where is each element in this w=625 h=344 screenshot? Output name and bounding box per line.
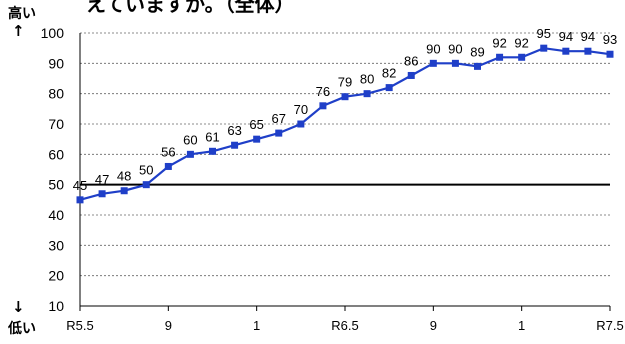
data-point [407,71,415,79]
chart-title-fragment: えていますか。（全体） [86,0,295,16]
up-arrow-icon: ↑ [12,22,25,40]
data-point [385,84,393,92]
y-tick-label: 20 [48,268,64,284]
data-point [98,190,106,198]
y-tick-label: 70 [48,116,64,132]
data-point [253,135,261,143]
x-tick-label: R5.5 [66,318,93,333]
data-point [76,196,84,204]
data-label: 80 [360,72,374,87]
data-label: 94 [581,29,595,44]
data-label: 60 [183,132,197,147]
data-point [584,47,592,55]
y-tick-label: 50 [48,177,64,193]
data-label: 79 [338,75,352,90]
data-point [186,150,194,158]
data-point [363,90,371,98]
data-point [429,59,437,67]
data-point [231,141,239,149]
x-tick-label: R7.5 [596,318,623,333]
data-point [606,50,614,58]
y-tick-label: 100 [41,25,65,41]
data-label: 92 [492,35,506,50]
data-label: 95 [537,26,551,41]
y-tick-label: 30 [48,237,64,253]
data-label: 50 [139,163,153,178]
y-tick-label: 90 [48,55,64,71]
data-point [319,102,327,110]
y-tick-label: 60 [48,146,64,162]
data-point [341,93,349,101]
data-point [474,62,481,70]
x-tick-label: 9 [165,318,172,333]
x-tick-label: 1 [518,318,525,333]
data-point [209,147,216,155]
data-label: 56 [161,144,175,159]
data-label: 90 [426,41,440,56]
low-label: 低い [8,321,36,337]
data-label: 82 [382,66,396,81]
data-label: 45 [73,178,87,193]
data-label: 92 [514,35,528,50]
data-point [562,47,570,55]
data-point [142,181,150,189]
data-label: 61 [205,129,219,144]
x-tick-label: R6.5 [331,318,358,333]
y-tick-label: 40 [48,207,64,223]
down-arrow-icon: ↓ [12,298,25,316]
data-point [164,162,172,170]
data-label: 90 [448,41,462,56]
data-label: 47 [95,172,109,187]
data-label: 86 [404,53,418,68]
data-label: 65 [249,117,263,132]
y-tick-label: 80 [48,86,64,102]
data-point [540,44,548,52]
data-point [451,59,459,67]
data-label: 48 [117,169,131,184]
data-label: 76 [316,84,330,99]
data-point [496,53,504,61]
x-tick-label: 1 [253,318,260,333]
data-label: 93 [603,32,617,47]
data-label: 89 [470,44,484,59]
data-point [518,53,526,61]
high-label: 高い [8,6,36,22]
y-tick-label: 10 [48,298,64,314]
data-label: 70 [294,102,308,117]
data-point [297,120,305,128]
data-point [275,129,283,137]
data-point [120,187,128,195]
data-label: 94 [559,29,573,44]
data-label: 67 [272,111,286,126]
x-tick-label: 9 [430,318,437,333]
data-label: 63 [227,123,241,138]
